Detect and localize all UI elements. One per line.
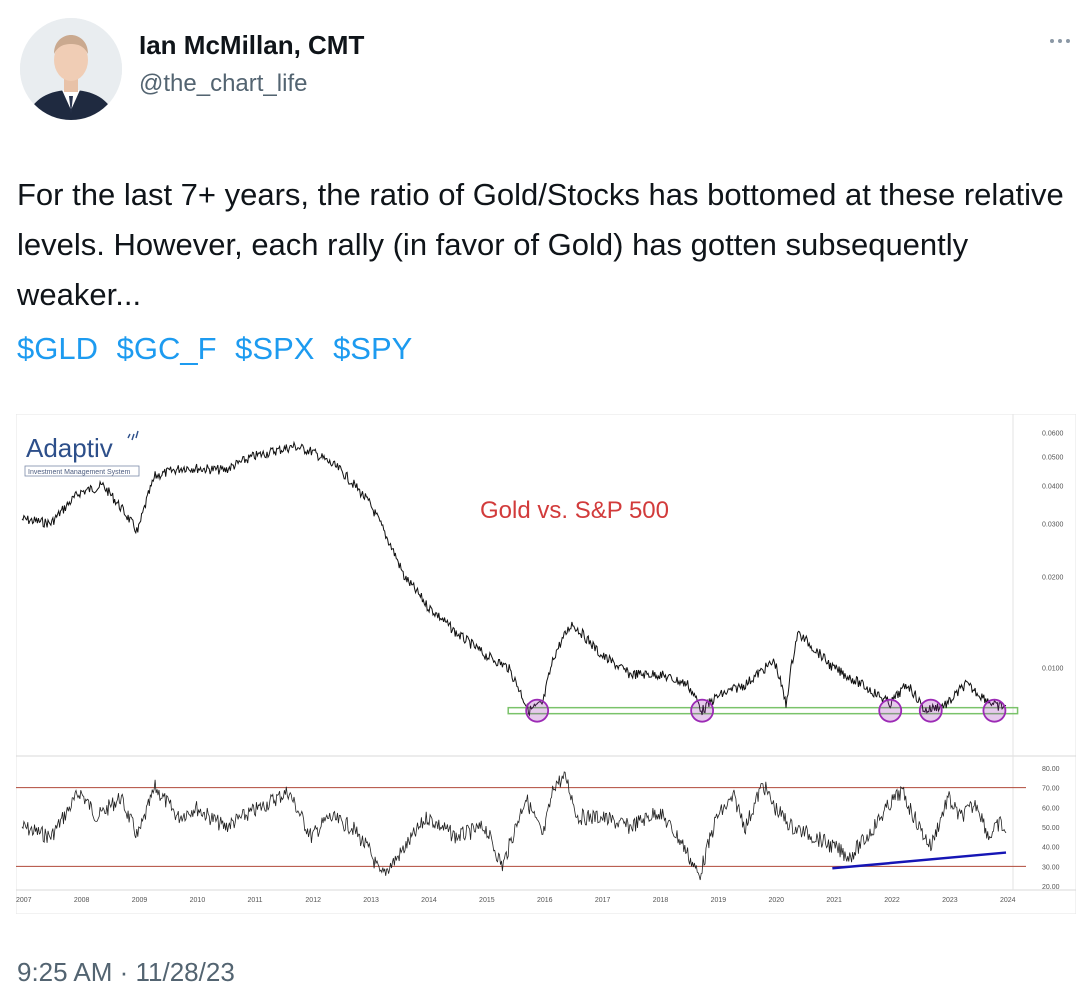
tweet-timestamp: 9:25 AM · 11/28/23 [17,957,235,987]
x-tick-label: 2021 [826,897,842,904]
rsi-tick-label: 80.00 [1042,766,1060,773]
rsi-line [21,771,1007,881]
x-tick-label: 2011 [248,897,263,904]
cashtag-spx[interactable]: $SPX [235,331,315,366]
x-tick-label: 2017 [595,897,611,904]
y-tick-label: 0.0100 [1042,666,1064,673]
y-tick-label: 0.0400 [1042,484,1064,491]
y-tick-label: 0.0600 [1042,431,1064,438]
x-tick-label: 2008 [74,897,90,904]
x-tick-label: 2007 [16,897,32,904]
y-tick-label: 0.0300 [1042,521,1064,528]
x-tick-label: 2022 [884,897,900,904]
x-tick-label: 2020 [768,897,784,904]
rsi-tick-label: 50.00 [1042,825,1060,832]
x-tick-label: 2024 [1000,897,1016,904]
price-ratio-line [21,440,1007,717]
hashtag-list: $GLD $GC_F $SPX $SPY [17,331,422,367]
profile-photo [20,18,122,120]
x-tick-label: 2012 [305,897,321,904]
more-horizontal-icon[interactable] [1048,34,1072,48]
chart-title: Gold vs. S&P 500 [480,497,669,524]
avatar[interactable] [20,18,122,120]
chart-image[interactable]: Adaptiv Investment Management System Gol… [16,414,1076,914]
author-name[interactable]: Ian McMillan, CMT [139,30,365,60]
rsi-tick-label: 60.00 [1042,805,1060,812]
rsi-tick-label: 20.00 [1042,884,1060,891]
rsi-trendline [832,851,1007,870]
x-tick-label: 2019 [711,897,727,904]
adaptiv-logo: Adaptiv Investment Management System [24,430,140,477]
rsi-tick-label: 40.00 [1042,845,1060,852]
x-tick-label: 2014 [421,897,437,904]
logo-text: Adaptiv [26,433,113,463]
bottom-marker [690,698,715,723]
support-band [507,706,1019,715]
cashtag-spy[interactable]: $SPY [333,331,413,366]
y-tick-label: 0.0500 [1042,454,1064,461]
bottom-marker [982,698,1007,723]
tweet-text: For the last 7+ years, the ratio of Gold… [17,177,1064,312]
y-tick-label: 0.0200 [1042,575,1064,582]
rsi-tick-label: 70.00 [1042,786,1060,793]
chart-svg: Adaptiv Investment Management System Gol… [16,414,1076,914]
x-tick-label: 2018 [653,897,669,904]
bottom-marker [918,698,943,723]
bottom-marker [878,698,903,723]
bottom-marker [525,698,550,723]
x-tick-label: 2009 [132,897,148,904]
logo-subtitle: Investment Management System [28,469,130,476]
x-tick-label: 2023 [942,897,958,904]
author-handle[interactable]: @the_chart_life [139,70,308,97]
rsi-tick-label: 30.00 [1042,864,1060,871]
x-tick-label: 2010 [190,897,206,904]
cashtag-gc-f[interactable]: $GC_F [116,331,217,366]
x-tick-label: 2015 [479,897,495,904]
x-tick-label: 2016 [537,897,553,904]
cashtag-gld[interactable]: $GLD [17,331,98,366]
x-tick-label: 2013 [363,897,379,904]
